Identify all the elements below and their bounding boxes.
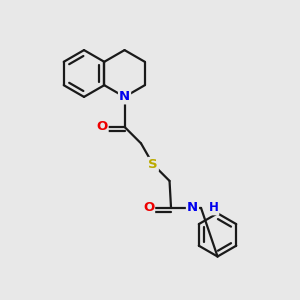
Text: S: S xyxy=(148,158,158,171)
Text: O: O xyxy=(96,120,108,134)
Text: H: H xyxy=(208,201,218,214)
Text: N: N xyxy=(187,201,198,214)
Text: O: O xyxy=(143,201,154,214)
Text: N: N xyxy=(119,90,130,104)
